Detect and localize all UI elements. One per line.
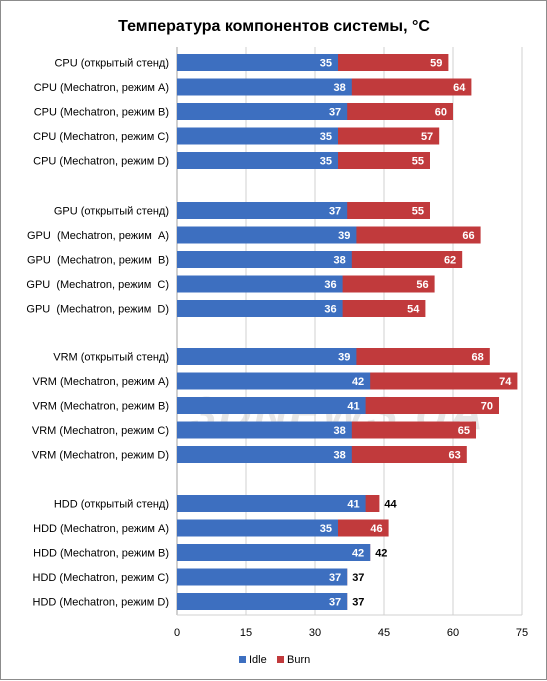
- category-label: VRM (Mechatron, режим A): [33, 376, 169, 388]
- legend-swatch: [239, 656, 246, 663]
- category-label: CPU (открытый стенд): [54, 58, 169, 70]
- idle-bar: [177, 446, 352, 463]
- idle-value-label: 37: [329, 597, 341, 609]
- idle-bar: [177, 54, 338, 71]
- legend-swatch: [277, 656, 284, 663]
- burn-value-label: 55: [412, 206, 424, 218]
- bars: [177, 54, 518, 610]
- burn-value-label: 46: [370, 523, 382, 535]
- burn-value-label: 70: [481, 401, 493, 413]
- burn-value-label: 57: [421, 131, 433, 143]
- x-tick-label: 15: [240, 627, 252, 639]
- idle-bar: [177, 300, 343, 317]
- idle-bar: [177, 568, 348, 586]
- x-tick-label: 30: [309, 627, 321, 639]
- idle-bar: [177, 397, 366, 414]
- chart-title: Температура компонентов системы, °C: [118, 18, 430, 35]
- idle-value-label: 38: [334, 255, 346, 267]
- burn-value-label: 64: [453, 82, 466, 94]
- idle-bar: [177, 127, 338, 145]
- idle-bar: [177, 78, 352, 96]
- idle-value-label: 38: [334, 82, 346, 94]
- category-labels: CPU (открытый стенд) CPU (Mechatron, режи…: [26, 58, 169, 609]
- category-label: HDD (Mechatron, режим A): [33, 523, 169, 535]
- category-label: GPU (Mechatron, режим C): [26, 279, 169, 291]
- idle-value-label: 38: [334, 450, 346, 462]
- idle-bar: [177, 372, 371, 390]
- burn-value-label: 37: [352, 572, 364, 584]
- category-label: CPU (Mechatron, режим B): [34, 107, 169, 119]
- category-label: GPU (открытый стенд): [54, 206, 169, 218]
- category-label: HDD (Mechatron, режим B): [33, 548, 169, 560]
- idle-bar: [177, 251, 352, 268]
- x-tick-label: 75: [516, 627, 528, 639]
- category-label: GPU (Mechatron, режим B): [27, 255, 169, 267]
- idle-value-label: 41: [347, 499, 359, 511]
- burn-value-label: 56: [416, 279, 428, 291]
- x-tick-label: 0: [174, 627, 180, 639]
- idle-value-label: 42: [352, 376, 364, 388]
- legend-label: Burn: [287, 654, 310, 666]
- idle-bar: [177, 421, 352, 439]
- category-label: VRM (открытый стенд): [53, 352, 169, 364]
- burn-value-label: 66: [462, 230, 474, 242]
- idle-bar: [177, 103, 348, 120]
- idle-bar: [177, 495, 366, 512]
- burn-value-label: 68: [472, 352, 484, 364]
- category-label: GPU (Mechatron, режим D): [26, 304, 169, 316]
- category-label: VRM (Mechatron, режим D): [32, 450, 169, 462]
- category-label: VRM (Mechatron, режим C): [32, 425, 169, 437]
- idle-bar: [177, 519, 338, 537]
- category-label: CPU (Mechatron, режим A): [34, 82, 169, 94]
- legend: Idle Burn: [239, 654, 310, 666]
- idle-value-label: 35: [320, 156, 332, 168]
- idle-value-label: 35: [320, 523, 332, 535]
- category-label: CPU (Mechatron, режим C): [33, 131, 169, 143]
- category-label: GPU (Mechatron, режим A): [27, 230, 169, 242]
- idle-bar: [177, 275, 343, 293]
- burn-value-label: 60: [435, 107, 447, 119]
- idle-value-label: 39: [338, 230, 350, 242]
- idle-value-label: 35: [320, 131, 332, 143]
- burn-value-label: 55: [412, 156, 424, 168]
- idle-bar: [177, 593, 348, 610]
- burn-value-label: 54: [407, 304, 420, 316]
- idle-value-label: 35: [320, 58, 332, 70]
- burn-value-label: 44: [384, 499, 397, 511]
- idle-value-label: 39: [338, 352, 350, 364]
- idle-value-label: 41: [347, 401, 359, 413]
- category-label: VRM (Mechatron, режим B): [33, 401, 169, 413]
- idle-bar: [177, 226, 357, 244]
- idle-value-label: 36: [324, 279, 336, 291]
- idle-bar: [177, 544, 371, 561]
- idle-bar: [177, 348, 357, 365]
- category-label: HDD (открытый стенд): [54, 499, 169, 511]
- burn-value-label: 63: [449, 450, 461, 462]
- idle-value-label: 38: [334, 425, 346, 437]
- x-tick-label: 60: [447, 627, 459, 639]
- category-label: HDD (Mechatron, режим C): [33, 572, 169, 584]
- burn-value-label: 59: [430, 58, 442, 70]
- category-label: HDD (Mechatron, режим D): [33, 597, 169, 609]
- data-labels: 35 59 38 64 37 60 35 57 35 55 37 55 39 66 38 62 36 56 36 54…: [320, 58, 513, 609]
- idle-value-label: 37: [329, 206, 341, 218]
- burn-value-label: 62: [444, 255, 456, 267]
- burn-value-label: 65: [458, 425, 470, 437]
- x-tick-label: 45: [378, 627, 390, 639]
- idle-value-label: 37: [329, 572, 341, 584]
- idle-bar: [177, 152, 338, 169]
- burn-value-label: 37: [352, 597, 364, 609]
- idle-value-label: 42: [352, 548, 364, 560]
- idle-value-label: 36: [324, 304, 336, 316]
- category-label: CPU (Mechatron, режим D): [33, 156, 169, 168]
- burn-value-label: 42: [375, 548, 387, 560]
- idle-bar: [177, 202, 348, 219]
- idle-value-label: 37: [329, 107, 341, 119]
- legend-label: Idle: [249, 654, 267, 666]
- x-axis-ticks: 0 15 30 45 60 75: [174, 627, 528, 639]
- burn-value-label: 74: [499, 376, 512, 388]
